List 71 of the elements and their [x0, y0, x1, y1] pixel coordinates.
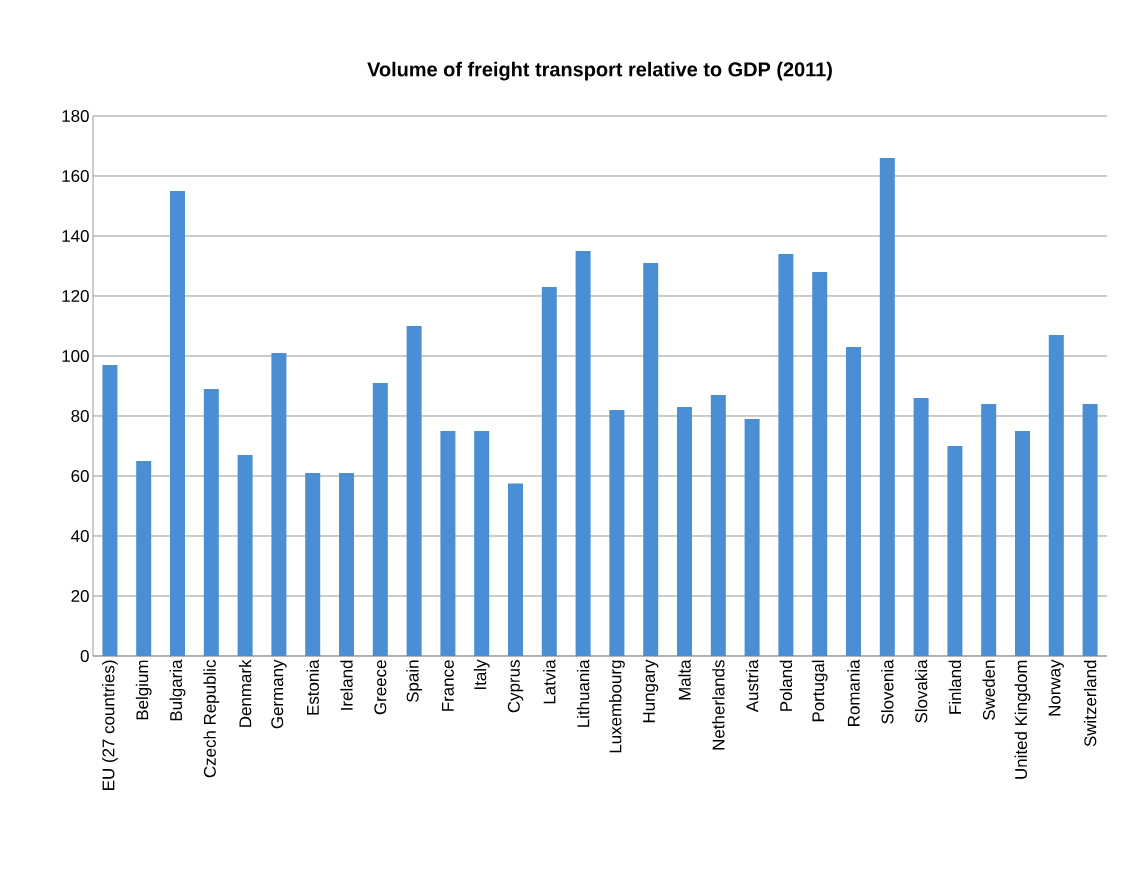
x-tick-label: Belgium [135, 660, 152, 720]
bar [170, 190, 186, 656]
y-tick-label: 40 [71, 529, 89, 542]
bar [474, 430, 490, 656]
x-tick-label: Cyprus [507, 660, 524, 713]
x-tick-label: Norway [1048, 659, 1064, 716]
x-tick-label: Romania [847, 659, 860, 726]
bar [305, 472, 321, 656]
bar [778, 253, 794, 656]
x-tick-label: Denmark [238, 659, 252, 727]
x-tick-label: Austria [745, 659, 759, 713]
bar [271, 352, 287, 656]
x-tick-label: Finland [948, 660, 962, 714]
bar [981, 403, 997, 656]
y-tick-label: 180 [62, 109, 89, 122]
chart-title: Volume of freight transport relative to GDP (2011) [367, 61, 832, 81]
bar [1015, 430, 1031, 656]
x-tick-label: Latvia [543, 659, 556, 704]
bar [203, 388, 219, 656]
bar [947, 445, 963, 656]
x-tick-label: Malta [678, 659, 691, 700]
bar [913, 397, 929, 656]
x-tick-label: Spain [406, 660, 422, 703]
bar [237, 454, 253, 656]
y-tick-label: 120 [62, 289, 89, 302]
bar [812, 271, 828, 656]
bar [508, 483, 524, 656]
bar [846, 346, 862, 656]
y-tick-label: 80 [71, 409, 89, 422]
x-tick-label: Sweden [982, 660, 995, 720]
bar [744, 418, 760, 656]
x-tick-label: EU (27 countries) [102, 660, 118, 790]
bar [541, 286, 557, 656]
x-tick-label: United Kingdom [1014, 660, 1031, 779]
bar [102, 364, 118, 656]
bar [677, 406, 693, 656]
bar [1082, 403, 1098, 656]
x-tick-label: Hungary [643, 659, 659, 723]
bar [372, 382, 388, 656]
x-tick-label: Czech Republic [203, 660, 220, 778]
bar [339, 472, 355, 656]
x-tick-label: Slovenia [881, 659, 894, 724]
bar [440, 430, 456, 656]
x-tick-label: Poland [779, 660, 793, 711]
x-tick-label: France [441, 660, 454, 711]
x-tick-label: Ireland [340, 660, 353, 710]
x-tick-label: Portugal [811, 660, 828, 722]
bar [879, 157, 895, 656]
bar [406, 325, 422, 656]
x-tick-label: Germany [271, 659, 287, 729]
bar [643, 262, 659, 656]
x-tick-label: Lithuania [576, 659, 590, 727]
x-tick-label: Luxembourg [609, 660, 625, 753]
bar [710, 394, 726, 656]
y-tick-label: 140 [62, 229, 89, 242]
y-tick-label: 20 [71, 589, 89, 602]
y-tick-label: 100 [62, 349, 89, 362]
bar [1048, 334, 1064, 656]
x-tick-label: Netherlands [712, 660, 725, 750]
x-tick-label: Slovakia [914, 659, 928, 723]
y-tick-label: 0 [80, 649, 89, 662]
y-tick-label: 160 [62, 169, 89, 182]
bar [575, 250, 591, 656]
x-tick-label: Estonia [306, 659, 319, 715]
x-tick-label: Switzerland [1083, 660, 1097, 747]
bar [136, 460, 152, 656]
x-tick-label: Italy [473, 659, 490, 689]
y-tick-label: 60 [71, 469, 89, 482]
bar [609, 409, 625, 656]
x-tick-label: Greece [374, 660, 387, 715]
x-tick-label: Bulgaria [169, 659, 186, 721]
